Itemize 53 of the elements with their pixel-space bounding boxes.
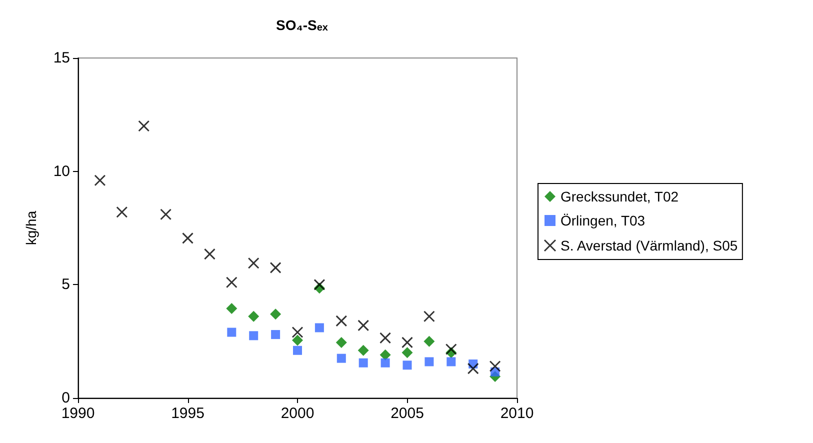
chart-title: SO₄-Sex [276, 17, 328, 34]
point [380, 332, 392, 344]
y-tick-label: 0 [62, 390, 70, 406]
point [116, 206, 128, 218]
y-tick-label: 10 [53, 162, 70, 180]
point [423, 310, 435, 322]
point [270, 262, 282, 274]
point [445, 344, 457, 356]
point [292, 334, 303, 346]
point [204, 248, 216, 260]
point [336, 354, 346, 363]
x-tick-label: 2005 [390, 405, 424, 422]
point [402, 347, 413, 358]
y-tick-label: 5 [62, 276, 70, 294]
x-tick-label: 2010 [500, 405, 534, 422]
point [424, 336, 435, 347]
point [227, 328, 236, 337]
x-tick-label: 2000 [280, 405, 314, 422]
point [380, 349, 391, 360]
point [226, 302, 238, 314]
point [380, 358, 390, 368]
point [402, 336, 413, 348]
point [336, 315, 348, 327]
point [249, 331, 258, 340]
point [489, 360, 501, 372]
legend-label: S. Averstad (Värmland), S05 [560, 238, 738, 254]
point [358, 320, 370, 332]
point [138, 120, 150, 132]
point [94, 174, 106, 186]
x-tick-label: 1995 [171, 405, 204, 422]
point [446, 357, 456, 366]
y-tick-label: 15 [53, 50, 70, 66]
point [226, 276, 238, 288]
point [336, 336, 347, 348]
point [314, 323, 324, 332]
y-axis-title: kg/ha [23, 210, 39, 246]
point [293, 346, 302, 355]
point [270, 308, 282, 320]
point [248, 257, 260, 269]
point [314, 278, 326, 290]
point [424, 357, 434, 366]
point [358, 344, 369, 356]
point [271, 330, 280, 340]
point [248, 310, 260, 322]
x-tick-label: 1990 [61, 405, 95, 422]
point [402, 360, 412, 370]
point [358, 358, 368, 368]
point [467, 362, 479, 374]
point [182, 232, 194, 244]
point [160, 208, 172, 220]
point [292, 326, 304, 338]
legend-label: Greckssundet, T02 [560, 188, 679, 204]
legend-label: Örlingen, T03 [560, 212, 646, 228]
